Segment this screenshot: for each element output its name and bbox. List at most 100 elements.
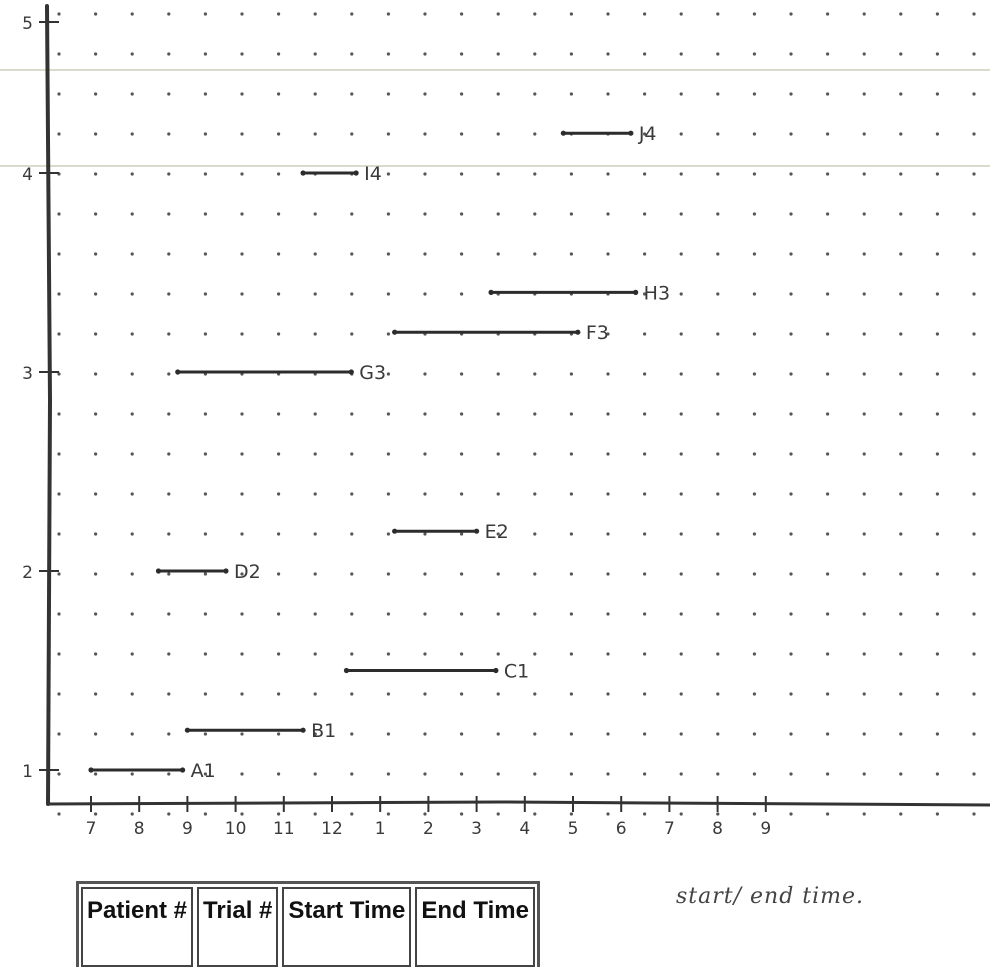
grid-dot <box>423 772 427 776</box>
grid-dot <box>460 492 464 496</box>
grid-dot <box>899 172 903 176</box>
grid-dot <box>826 372 830 376</box>
grid-dot <box>350 92 354 96</box>
grid-dot <box>167 92 171 96</box>
grid-dot <box>935 652 940 656</box>
grid-dot <box>386 652 390 656</box>
grid-dot <box>606 372 610 376</box>
grid-dot <box>423 292 427 296</box>
grid-dot <box>972 292 976 296</box>
grid-dot <box>277 412 281 416</box>
grid-dot <box>862 92 866 96</box>
grid-dot <box>643 612 647 616</box>
grid-dot <box>899 412 903 416</box>
grid-dot <box>533 372 537 376</box>
grid-dot <box>862 772 866 776</box>
grid-dot <box>240 12 244 16</box>
grid-dot <box>716 52 720 56</box>
grid-dot <box>752 612 757 616</box>
grid-dot <box>203 332 207 336</box>
header-patient: Patient # <box>81 887 194 967</box>
grid-dot <box>94 612 98 616</box>
grid-dot <box>386 372 390 376</box>
grid-dot <box>862 172 866 176</box>
grid-dot <box>460 372 464 376</box>
grid-dot <box>679 292 683 296</box>
grid-dot <box>826 332 830 336</box>
grid-dot <box>203 12 207 16</box>
grid-dot <box>972 132 976 136</box>
grid-dot <box>460 52 464 56</box>
grid-dot <box>423 252 427 256</box>
grid-dot <box>496 412 500 416</box>
grid-dot <box>826 772 830 776</box>
grid-dot <box>423 732 427 736</box>
grid-dot <box>313 612 317 616</box>
grid-dot <box>460 692 464 696</box>
segment-label-I4: I4 <box>364 163 382 185</box>
annotation-note: start/ end time. <box>676 884 865 909</box>
grid-dot <box>899 92 903 96</box>
grid-dot <box>460 572 464 576</box>
grid-dot <box>313 252 317 256</box>
grid-dot <box>423 652 427 656</box>
grid-dot <box>533 732 537 736</box>
grid-dot <box>57 772 61 776</box>
grid-dot <box>167 212 171 216</box>
y-axis-line <box>45 4 53 806</box>
grid-dot <box>862 332 866 336</box>
x-axis-line <box>46 800 990 807</box>
grid-dot <box>350 772 354 776</box>
grid-dot <box>203 492 207 496</box>
grid-dot <box>423 572 427 576</box>
grid-dot <box>496 52 500 56</box>
grid-dot <box>752 692 757 696</box>
grid-dot <box>203 452 207 456</box>
grid-dot <box>386 92 390 96</box>
grid-dot <box>460 12 464 16</box>
grid-dot <box>899 212 903 216</box>
grid-dot <box>789 692 793 696</box>
grid-dot <box>606 212 610 216</box>
grid-dot <box>240 252 244 256</box>
grid-dot <box>533 412 537 416</box>
grid-dot <box>606 492 610 496</box>
grid-dot <box>94 692 98 696</box>
grid-dot <box>716 732 720 736</box>
grid-dot <box>899 532 903 536</box>
grid-dot <box>643 452 647 456</box>
grid-dot <box>935 372 940 376</box>
grid-dot <box>716 372 720 376</box>
grid-dot <box>826 252 830 256</box>
grid-dot <box>313 212 317 216</box>
segment-start-F3 <box>392 329 398 335</box>
grid-dot <box>167 412 171 416</box>
grid-dot <box>386 732 390 736</box>
grid-dot <box>94 92 98 96</box>
grid-dot <box>752 492 757 496</box>
grid-dot <box>57 612 61 616</box>
grid-dot <box>203 172 207 176</box>
grid-dot <box>460 212 464 216</box>
grid-dot <box>972 252 976 256</box>
grid-dot <box>203 692 207 696</box>
grid-dot <box>240 772 244 776</box>
grid-dot <box>972 332 976 336</box>
grid-dot <box>496 12 500 16</box>
grid-dot <box>679 172 683 176</box>
grid-dot <box>826 292 830 296</box>
grid-dot <box>826 52 830 56</box>
grid-dot <box>94 212 98 216</box>
y-axis-ticks: 1 2 3 4 5 <box>22 14 59 782</box>
grid-dot <box>240 532 244 536</box>
grid-dot <box>862 692 866 696</box>
grid-dot <box>716 612 720 616</box>
grid-dot <box>240 572 244 576</box>
grid-dot <box>899 452 903 456</box>
segment-label-J4: J4 <box>638 123 657 145</box>
grid-dot <box>313 292 317 296</box>
grid-dot <box>240 92 244 96</box>
grid-dot <box>277 132 281 136</box>
grid-dot <box>423 12 427 16</box>
